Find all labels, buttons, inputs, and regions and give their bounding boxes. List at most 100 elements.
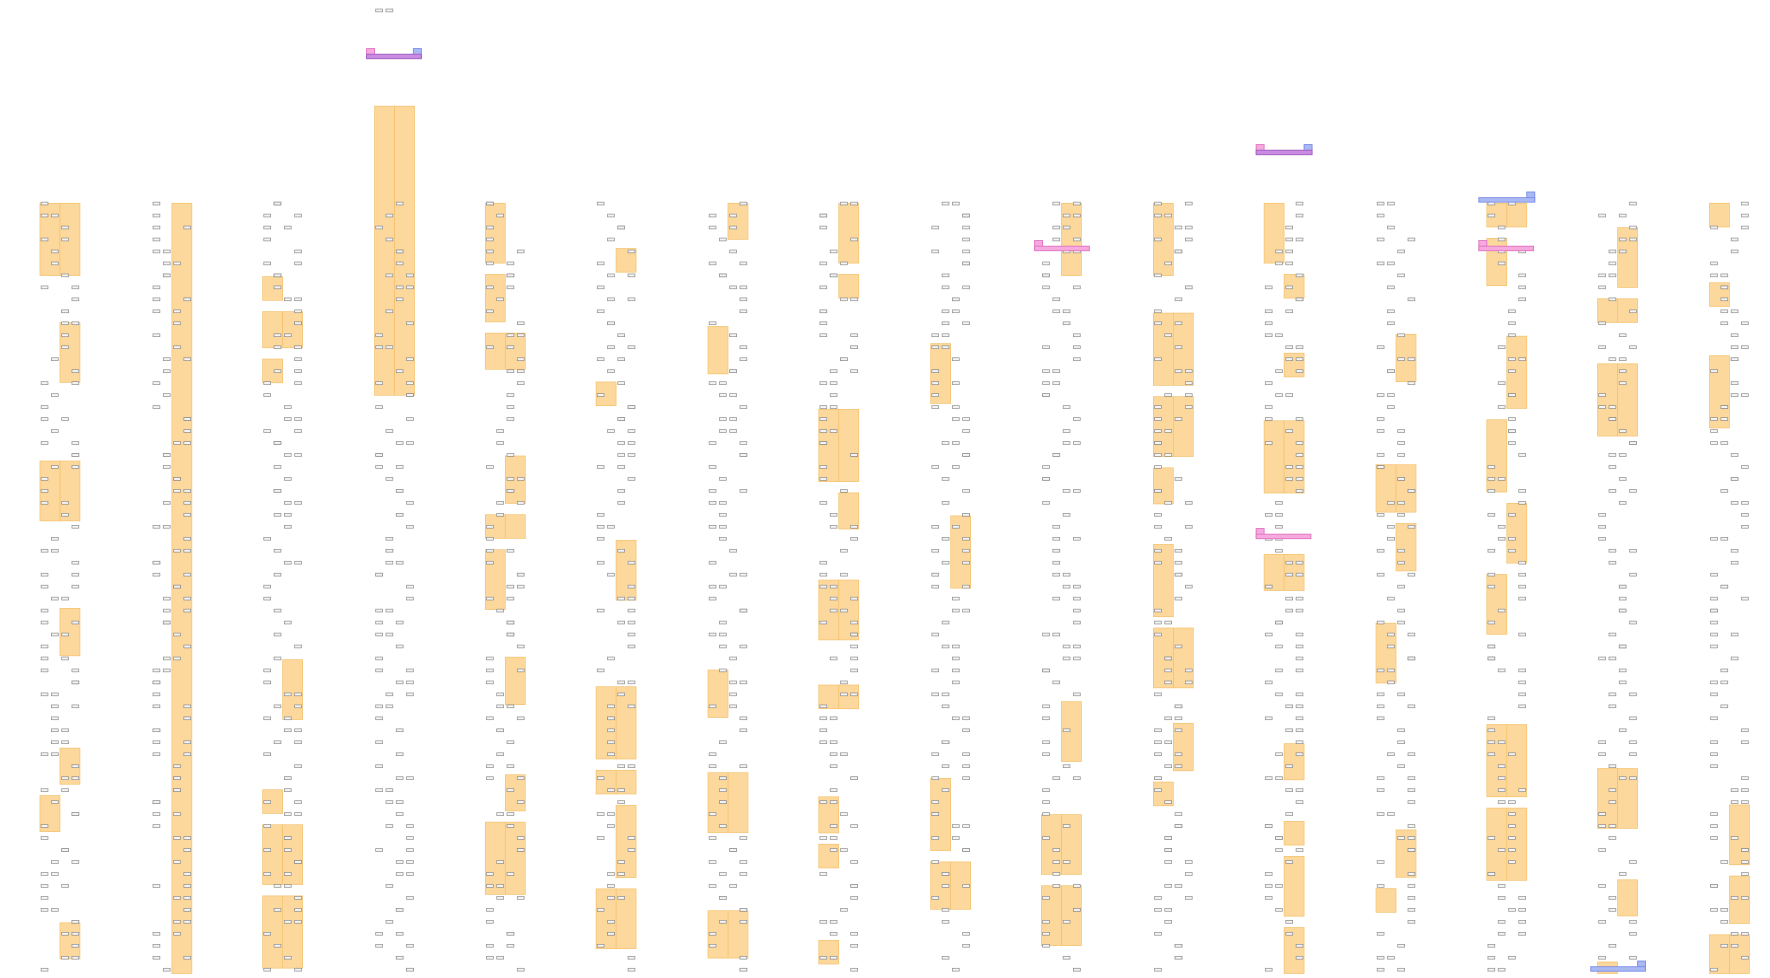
slot — [406, 285, 414, 290]
slot — [71, 932, 80, 936]
slot — [152, 572, 161, 577]
slot — [1608, 908, 1617, 912]
slot — [385, 632, 394, 637]
slot — [61, 955, 69, 960]
block — [1486, 202, 1508, 228]
slot — [1397, 944, 1405, 948]
slot — [1275, 548, 1283, 553]
block — [1597, 363, 1618, 437]
slot — [1629, 860, 1637, 864]
slot — [941, 201, 950, 206]
slot — [1042, 812, 1050, 816]
slot — [1275, 884, 1283, 888]
slot — [941, 501, 950, 505]
slot — [1042, 716, 1050, 721]
slot — [829, 836, 838, 840]
slot — [719, 273, 727, 278]
slot — [152, 680, 161, 685]
slot — [395, 955, 404, 960]
slot — [931, 333, 940, 337]
slot — [1154, 417, 1162, 421]
slot — [486, 261, 494, 266]
slot — [1073, 536, 1081, 541]
slot — [931, 752, 940, 756]
slot — [1275, 261, 1283, 266]
slot — [850, 776, 858, 780]
slot — [1174, 704, 1183, 709]
slot — [708, 596, 717, 601]
slot — [162, 261, 171, 266]
slot — [708, 501, 717, 505]
slot — [1264, 333, 1273, 337]
slot — [1407, 896, 1416, 900]
slot — [819, 381, 828, 385]
slot — [71, 560, 80, 565]
slot — [819, 465, 828, 469]
slot — [1608, 836, 1617, 840]
slot — [1387, 321, 1395, 326]
block — [727, 772, 749, 833]
slot — [1285, 393, 1294, 397]
slot — [375, 716, 383, 721]
slot — [1154, 525, 1162, 529]
slot — [51, 548, 59, 553]
slot — [1629, 201, 1637, 206]
slot — [617, 896, 625, 900]
slot — [1407, 572, 1416, 577]
slot — [739, 441, 748, 445]
slot — [1407, 297, 1416, 302]
slot — [1052, 453, 1061, 457]
slot — [152, 285, 161, 290]
slot — [1487, 656, 1496, 661]
slot — [1295, 357, 1304, 361]
slot — [395, 812, 404, 816]
slot — [1154, 632, 1162, 637]
block — [838, 274, 860, 299]
slot — [162, 453, 171, 457]
slot — [1285, 249, 1294, 254]
slot — [263, 213, 271, 218]
slot — [183, 536, 192, 541]
slot — [1497, 237, 1506, 242]
slot — [617, 501, 625, 505]
slot — [506, 548, 515, 553]
lanes — [39, 105, 1750, 974]
slot — [183, 908, 192, 912]
slot — [1629, 776, 1637, 780]
slot — [263, 716, 271, 721]
slot — [1174, 644, 1183, 649]
slot — [931, 836, 940, 840]
slot — [1497, 967, 1506, 972]
slot — [1730, 944, 1739, 948]
slot — [1397, 441, 1405, 445]
slot — [506, 345, 515, 349]
slot — [1407, 848, 1416, 852]
slot — [850, 656, 858, 661]
slot — [263, 381, 271, 385]
slot — [739, 680, 748, 685]
slot — [61, 932, 69, 936]
slot — [1518, 357, 1526, 361]
slot — [294, 644, 302, 649]
slot — [952, 525, 960, 529]
slot — [1730, 333, 1739, 337]
slot — [1264, 716, 1273, 721]
slot — [1710, 740, 1718, 745]
slot — [708, 525, 717, 529]
slot — [1710, 836, 1718, 840]
slot — [506, 273, 515, 278]
slot — [283, 417, 292, 421]
marker-bar — [366, 53, 422, 60]
slot — [1608, 704, 1617, 709]
slot — [1710, 596, 1718, 601]
slot — [1052, 848, 1061, 852]
slot — [1164, 453, 1172, 457]
slot — [61, 321, 69, 326]
slot — [708, 860, 717, 864]
slot — [385, 560, 394, 565]
slot — [40, 237, 49, 242]
slot — [1376, 213, 1385, 218]
block — [1041, 814, 1062, 875]
slot — [1629, 955, 1637, 960]
slot — [1164, 333, 1172, 337]
